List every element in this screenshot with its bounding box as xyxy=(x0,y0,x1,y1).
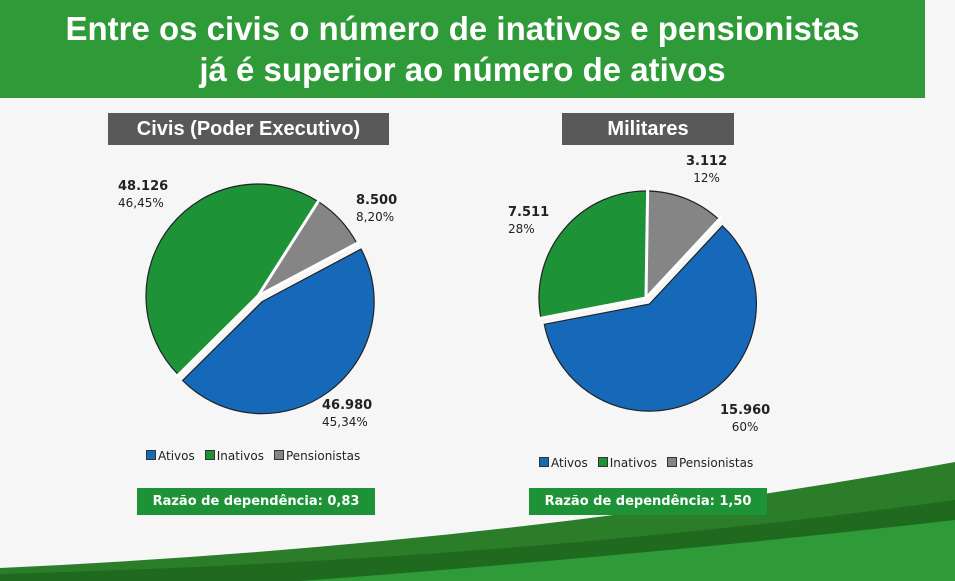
legend-swatch xyxy=(204,450,215,460)
label-militares-ativos: 15.960 60% xyxy=(720,403,771,434)
legend-swatch xyxy=(539,457,549,467)
ratio-badge-civis: Razão de dependência: 0,83 xyxy=(137,488,375,515)
label-civis-ativos: 46.980 45,34% xyxy=(322,398,373,429)
ratio-badge-militares: Razão de dependência: 1,50 xyxy=(529,488,767,515)
label-civis-inativos: 48.126 46,45% xyxy=(118,179,169,210)
slice-separator xyxy=(257,240,362,298)
pie-slice-ativos xyxy=(181,248,375,415)
pie-slice-pensionistas xyxy=(645,190,720,300)
pie-slice-inativos xyxy=(538,190,649,319)
slide-title: Entre os civis o número de inativos e pe… xyxy=(0,0,925,98)
chart-title-militares: Militares xyxy=(562,113,734,145)
legend-swatch xyxy=(146,450,156,460)
title-line-2: já é superior ao número de ativos xyxy=(199,51,726,88)
label-militares-inativos: 7.511 28% xyxy=(508,205,550,236)
legend-item-pensionistas: Pensionistas xyxy=(666,456,753,470)
slice-separator xyxy=(174,294,260,379)
label-militares-pensionistas: 3.112 12% xyxy=(686,154,728,185)
legend-swatch xyxy=(273,450,284,460)
title-line-1: Entre os civis o número de inativos e pe… xyxy=(65,10,860,47)
pie-slice-ativos xyxy=(543,225,757,412)
slice-separator xyxy=(644,215,723,300)
legend-swatch xyxy=(666,457,677,467)
legend-civis: Ativos Inativos Pensionistas xyxy=(146,449,360,463)
pie-slice-inativos xyxy=(145,183,319,376)
legend-militares: Ativos Inativos Pensionistas xyxy=(539,456,753,470)
legend-item-inativos: Inativos xyxy=(204,449,264,463)
legend-item-ativos: Ativos xyxy=(146,449,195,463)
chart-title-civis: Civis (Poder Executivo) xyxy=(108,113,389,145)
slice-separator xyxy=(644,186,650,299)
legend-item-inativos: Inativos xyxy=(597,456,657,470)
slice-separator xyxy=(536,296,647,321)
legend-swatch xyxy=(597,457,608,467)
legend-item-pensionistas: Pensionistas xyxy=(273,449,360,463)
slice-separator xyxy=(256,197,322,297)
legend-item-ativos: Ativos xyxy=(539,456,588,470)
label-civis-pensionistas: 8.500 8,20% xyxy=(356,193,398,224)
